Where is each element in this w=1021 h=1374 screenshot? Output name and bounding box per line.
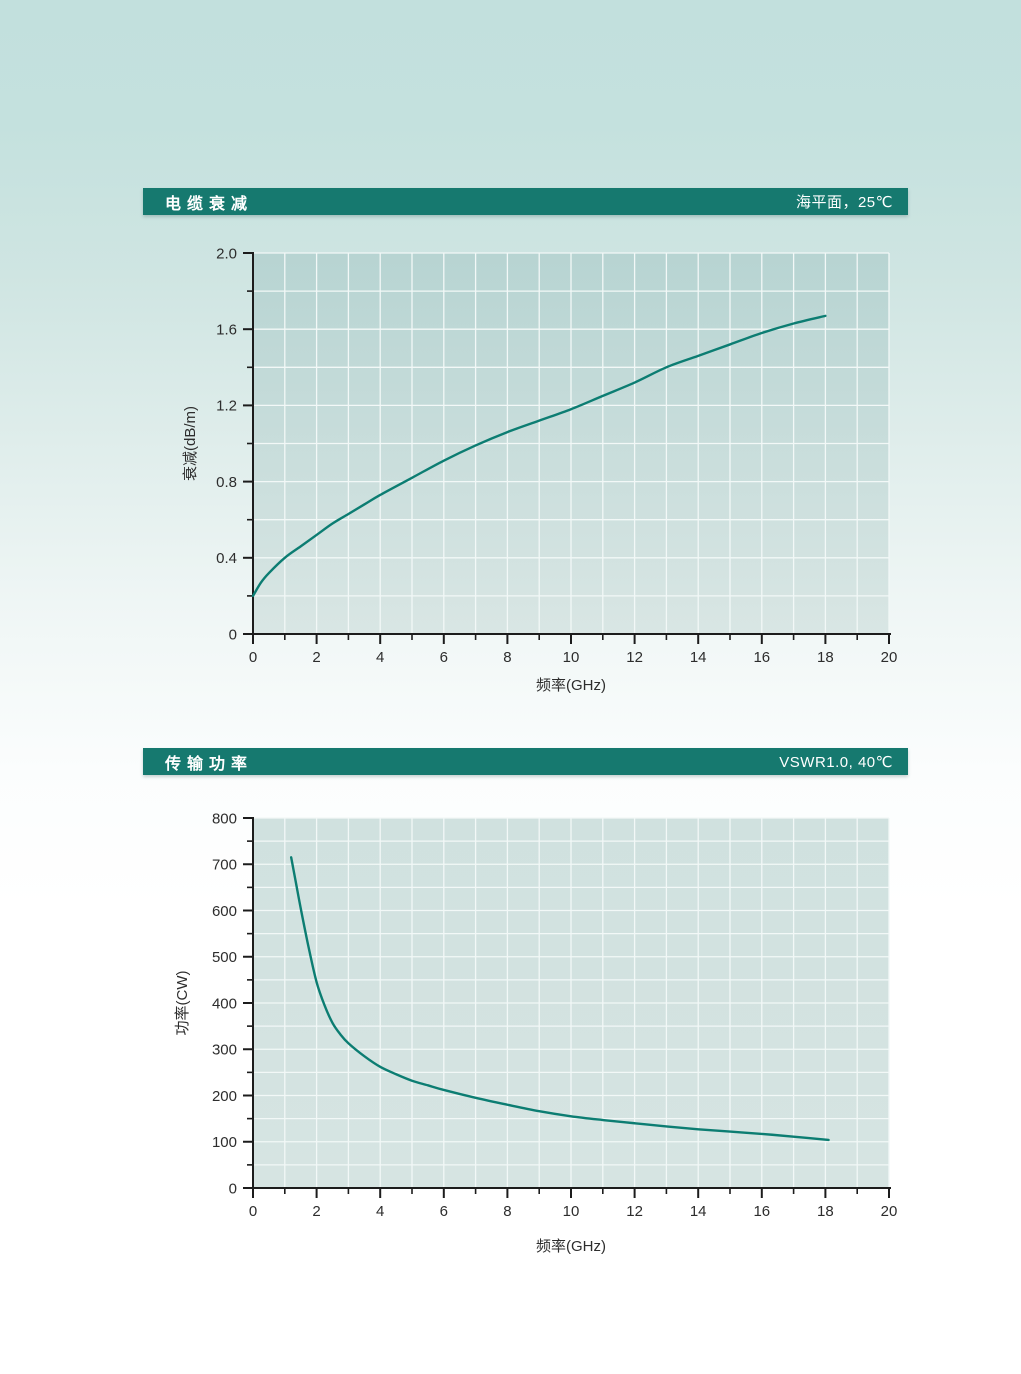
attenuation-chart: 0 0.4 0.8 1.2 1.6 2.0 0 2 4 6 8 10 12 14 16 18 20 频率(GHz)…: [182, 245, 897, 694]
svg-text:14: 14: [690, 1203, 707, 1220]
svg-text:10: 10: [563, 1203, 580, 1220]
data-curve: [289, 856, 830, 1142]
svg-text:700: 700: [212, 857, 237, 874]
svg-text:14: 14: [690, 649, 707, 666]
svg-text:2: 2: [312, 649, 320, 666]
section-header-power: 传输功率 VSWR1.0, 40℃: [143, 748, 908, 775]
axis-lines: [252, 252, 891, 635]
svg-text:500: 500: [212, 949, 237, 966]
svg-text:8: 8: [503, 649, 511, 666]
axis-lines: [252, 817, 891, 1189]
svg-text:0: 0: [249, 1203, 257, 1220]
svg-text:400: 400: [212, 995, 237, 1012]
svg-text:6: 6: [440, 1203, 448, 1220]
section-header-attenuation: 电缆衰减 海平面，25℃: [143, 188, 908, 215]
x-axis-title: 频率(GHz): [536, 1238, 606, 1255]
power-chart: 0 100 200 300 400 500 600 700 800 0 2 4 6 8 10 12 14 16 18…: [174, 810, 897, 1255]
grid-lines: [253, 817, 890, 1188]
svg-text:0: 0: [229, 626, 237, 643]
svg-text:6: 6: [440, 649, 448, 666]
svg-text:20: 20: [881, 1203, 898, 1220]
svg-text:0.8: 0.8: [216, 474, 237, 491]
svg-text:12: 12: [626, 1203, 643, 1220]
data-curve: [251, 314, 827, 598]
svg-text:200: 200: [212, 1088, 237, 1105]
section-condition-attenuation: 海平面，25℃: [795, 194, 893, 211]
svg-text:2: 2: [312, 1203, 320, 1220]
tick-labels: 0 0.4 0.8 1.2 1.6 2.0 0 2 4 6 8 10 12 14 16 18 20: [216, 245, 897, 666]
svg-text:300: 300: [212, 1042, 237, 1059]
svg-text:600: 600: [212, 903, 237, 920]
svg-text:18: 18: [817, 649, 834, 666]
svg-text:12: 12: [626, 649, 643, 666]
svg-text:8: 8: [503, 1203, 511, 1220]
svg-text:0: 0: [229, 1180, 237, 1197]
svg-text:800: 800: [212, 810, 237, 827]
section-condition-power: VSWR1.0, 40℃: [779, 753, 893, 771]
svg-text:18: 18: [817, 1203, 834, 1220]
svg-text:100: 100: [212, 1134, 237, 1151]
svg-text:20: 20: [881, 649, 898, 666]
svg-text:16: 16: [753, 1203, 770, 1220]
section-title-attenuation: 电缆衰减: [165, 195, 254, 213]
section-title-power: 传输功率: [165, 755, 254, 773]
svg-text:10: 10: [563, 649, 580, 666]
svg-text:0: 0: [249, 649, 257, 666]
x-axis-title: 频率(GHz): [536, 677, 606, 694]
y-axis-title: 功率(CW): [174, 971, 191, 1036]
svg-text:16: 16: [753, 649, 770, 666]
y-axis-title: 衰减(dB/m): [182, 406, 199, 481]
svg-text:4: 4: [376, 1203, 384, 1220]
svg-text:1.2: 1.2: [216, 398, 237, 415]
tick-labels: 0 100 200 300 400 500 600 700 800 0 2 4 6 8 10 12 14 16 18…: [212, 810, 897, 1220]
svg-text:4: 4: [376, 649, 384, 666]
svg-text:1.6: 1.6: [216, 321, 237, 338]
svg-text:2.0: 2.0: [216, 245, 237, 262]
grid-lines: [253, 252, 890, 634]
svg-text:0.4: 0.4: [216, 550, 237, 567]
